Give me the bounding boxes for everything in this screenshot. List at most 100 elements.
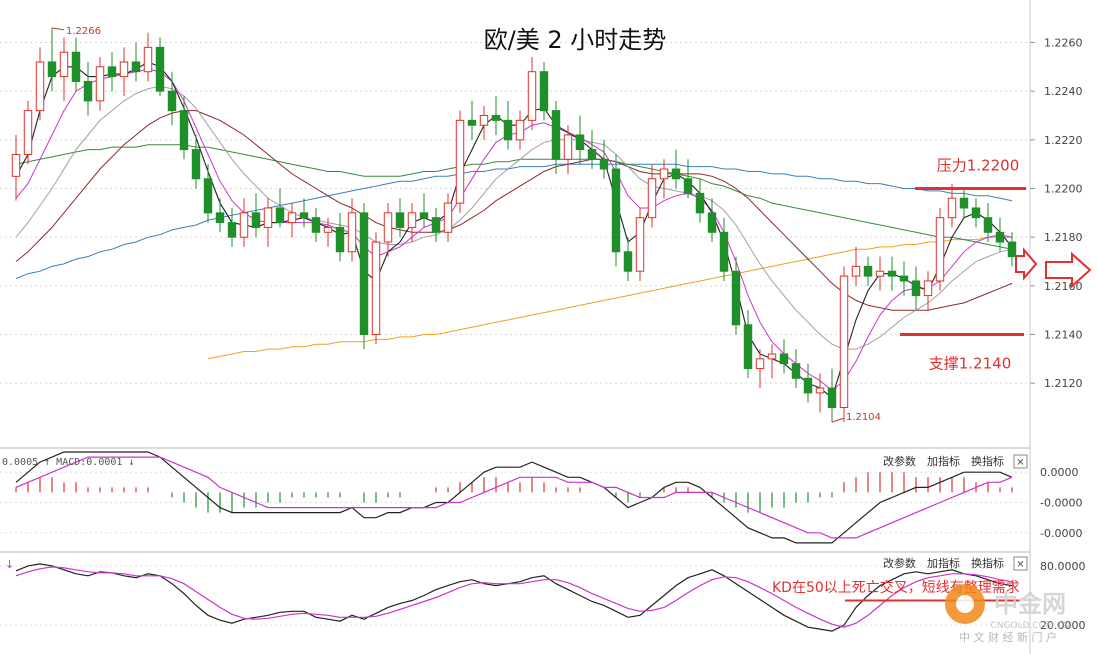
kd-button-2[interactable]: 加指标 [927,556,960,570]
candle-body [899,275,909,282]
candle-up [95,57,105,111]
resistance-label: 压力1.2200 [937,157,1020,175]
candle-down [191,134,201,189]
candle-body [611,168,621,253]
candle-down [539,61,549,121]
candle-body [107,66,117,78]
candle-body [275,207,285,224]
candle-body [311,217,321,233]
candle-body [179,110,189,151]
candle-up [455,110,465,213]
candle-body [923,280,933,297]
macd-dif-line [15,451,1013,544]
candle-body [719,231,729,272]
kd-button-3[interactable]: 换指标 [971,556,1004,570]
candle-body [335,226,345,253]
macd-tick-label: -0.0000 [1040,527,1082,540]
candle-body [1007,241,1017,258]
candle-body [551,110,561,160]
candle-body [131,61,141,73]
candle-body [299,212,309,219]
candle-body [587,149,597,160]
kd-close-button[interactable] [1013,556,1028,571]
candle-body [371,241,381,336]
candle-body [827,387,837,408]
candle-body [239,212,249,238]
candle-up [119,47,129,97]
candle-up [35,47,45,121]
candle-body [779,353,789,365]
candle-body [539,71,549,112]
candle-body [95,66,105,102]
candle-body [347,212,357,253]
candle-down [899,261,909,296]
price-axis: 1.22601.22401.22201.22001.21801.21601.21… [1029,0,1083,654]
candle-body [995,231,1005,243]
candle-down [155,37,165,97]
candle-body [23,110,33,155]
high-price-label: 1.2266 [66,26,101,37]
candle-down [599,139,609,179]
macd-tick-label: 0.0000 [1040,466,1079,479]
macd-close-button[interactable] [1013,454,1028,469]
candle-up [947,183,957,228]
macd-button-2[interactable]: 加指标 [927,454,960,468]
candle-body [383,212,393,243]
kd-button-1[interactable]: 改参数 [883,556,916,570]
candle-body [755,358,765,370]
candle-down [731,256,741,335]
kd-annotation-text: KD在50以上死亡交叉，短线有整理需求 [772,579,1020,596]
candle-body [875,270,885,277]
grid-lines [0,42,1030,553]
down-right-arrow-icon [1015,247,1038,281]
candle-up [323,217,333,247]
candle-body [419,212,429,219]
watermark-inner-icon [956,595,974,613]
candle-body [395,212,405,228]
candle-body [491,115,501,121]
candle-body [47,61,57,78]
macd-button-3[interactable]: 换指标 [971,454,1004,468]
candle-body [83,80,93,102]
candle-down [335,212,345,262]
candle-down [503,100,513,150]
macd-dea-line [15,456,1013,539]
candle-body [947,197,957,219]
candle-up [23,100,33,165]
candle-up [923,271,933,311]
candle-up [815,373,825,413]
candle-down [695,178,705,223]
candle-up [371,232,381,345]
candle-down [491,96,501,135]
candle-body [119,61,129,78]
candle-up [527,57,537,131]
candle-down [83,61,93,116]
candle-down [299,198,309,228]
right-arrow-icon [1045,251,1092,289]
candle-down [227,207,237,247]
candle-body [515,119,525,141]
candle-down [983,203,993,243]
candle-body [455,119,465,204]
price-tick-label: 1.2120 [1044,377,1083,390]
price-tick-label: 1.2140 [1044,329,1083,342]
candle-down [215,198,225,233]
candle-body [251,212,261,228]
macd-button-1[interactable]: 改参数 [883,454,916,468]
candle-body [287,212,297,224]
watermark-subtitle: 中 文 财 经 新 门 户 [959,630,1057,644]
candle-down [167,71,177,126]
candle-down [107,52,117,92]
candle-down [467,100,477,140]
candle-body [227,222,237,238]
kd-tick-label: 80.0000 [1040,560,1086,573]
candle-up [635,207,645,281]
candle-body [695,192,705,214]
candle-down [995,217,1005,252]
candle-down [911,266,921,311]
candle-down [71,37,81,92]
candle-up [143,32,153,82]
candle-body [155,46,165,92]
candle-body [743,324,753,370]
candle-down [47,27,57,92]
